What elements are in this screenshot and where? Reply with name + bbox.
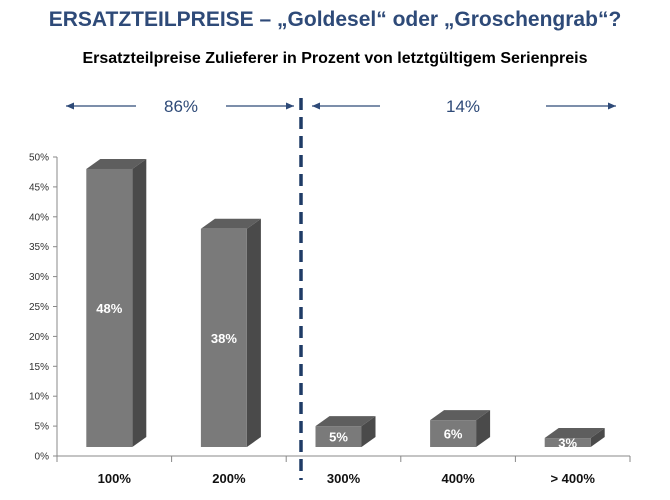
data-label: 5%: [329, 430, 348, 445]
y-tick-label: 5%: [35, 422, 50, 433]
bar-top: [430, 410, 491, 421]
x-tick-label: 100%: [98, 471, 132, 486]
bar-front: [544, 438, 591, 447]
arrow-left-86-head: [66, 102, 74, 110]
bar: 6%: [430, 410, 491, 447]
y-tick-label: 50%: [29, 153, 49, 164]
group-label-14: 14%: [446, 97, 480, 116]
y-tick-label: 25%: [29, 302, 49, 313]
y-tick-label: 15%: [29, 362, 49, 373]
bar-side: [132, 158, 147, 447]
group-label-86: 86%: [164, 97, 198, 116]
bar: 5%: [315, 416, 376, 447]
y-tick-label: 30%: [29, 272, 49, 283]
bar: 48%: [86, 158, 147, 447]
bar: 3%: [544, 428, 605, 451]
page-title: ERSATZTEILPREISE – „Goldesel“ oder „Gros…: [48, 8, 622, 31]
arrow-right-86-head: [286, 102, 294, 110]
x-tick-label: 300%: [327, 471, 361, 486]
y-tick-label: 10%: [29, 392, 49, 403]
bar-top: [544, 428, 605, 439]
bar: 38%: [200, 218, 261, 447]
bar-top: [200, 218, 261, 229]
y-tick-label: 35%: [29, 242, 49, 253]
chart-subtitle: Ersatzteilpreise Zulieferer in Prozent v…: [82, 50, 588, 67]
bar-top: [86, 158, 147, 169]
bar-front: [430, 420, 477, 447]
bar-top: [315, 416, 376, 427]
x-tick-label: 200%: [212, 471, 246, 486]
y-tick-label: 45%: [29, 182, 49, 193]
bar-side: [246, 218, 261, 447]
bar-side: [361, 416, 376, 447]
arrow-left-14-head: [312, 102, 320, 110]
bar-side: [590, 428, 605, 447]
bars: 48% 38% 5% 6% 3%: [86, 158, 605, 451]
bar-front: [315, 426, 362, 447]
y-axis: 0% 5% 10% 15% 20% 25% 30% 35% 40% 45% 50%: [29, 153, 58, 463]
y-tick-label: 40%: [29, 212, 49, 223]
bar-front: [86, 168, 133, 447]
group-annotations: 86% 14%: [66, 97, 616, 116]
x-axis: 100% 200% 300% 400% > 400%: [56, 455, 631, 486]
arrow-right-14-head: [608, 102, 616, 110]
bar-front: [200, 228, 247, 447]
bar-side: [476, 410, 491, 447]
data-label: 3%: [558, 436, 577, 451]
data-label: 38%: [211, 331, 237, 346]
x-tick-label: 400%: [441, 471, 475, 486]
y-tick-label: 20%: [29, 332, 49, 343]
y-tick-label: 0%: [35, 452, 50, 463]
x-tick-label: > 400%: [550, 471, 595, 486]
data-label: 48%: [96, 301, 122, 316]
data-label: 6%: [444, 427, 463, 442]
